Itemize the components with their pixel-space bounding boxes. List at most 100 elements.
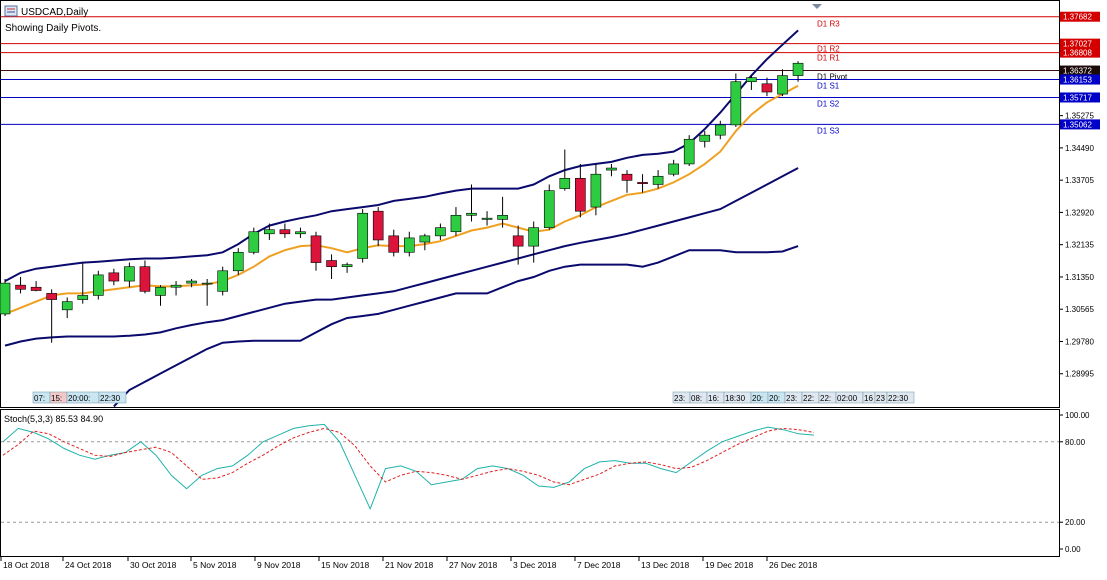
candle-down <box>621 173 633 181</box>
lower-band-line <box>4 167 799 347</box>
candle-up <box>652 175 664 185</box>
time-marker-text: 23: <box>786 394 797 403</box>
price-tick-label: 1.28995 <box>1065 370 1094 379</box>
time-tick-label: 13 Dec 2018 <box>641 560 689 570</box>
time-marker-text: 16 <box>864 394 873 403</box>
candle-down <box>372 210 384 241</box>
candle-up <box>264 229 275 235</box>
time-marker-text: 22:30 <box>100 394 121 403</box>
time-tick-label: 18 Oct 2018 <box>3 560 50 570</box>
candle-up <box>746 77 757 83</box>
price-tag <box>1060 47 1100 58</box>
time-marker-text: 22: <box>820 394 831 403</box>
price-tag-text: 1.35717 <box>1063 93 1092 102</box>
candle-up <box>341 264 353 267</box>
candle-up <box>124 266 135 282</box>
moving-average-line <box>4 84 799 315</box>
candle-down <box>30 286 42 291</box>
candle-up <box>528 227 540 247</box>
stoch-tick-label: 100.00 <box>1065 411 1090 420</box>
time-marker-text: 20:00: <box>68 394 90 403</box>
candle-up <box>777 75 788 95</box>
candle-up <box>481 217 493 220</box>
price-tag-text: 1.36372 <box>1063 67 1092 76</box>
time-tick-label: 19 Dec 2018 <box>705 560 753 570</box>
stoch-signal-line <box>2 427 814 486</box>
price-tag <box>1060 38 1100 49</box>
stoch-tick-label: 80.00 <box>1065 438 1086 447</box>
stoch-main-line <box>2 423 814 511</box>
upper-band-line <box>4 29 799 282</box>
shift-marker-icon[interactable] <box>812 4 822 9</box>
time-axis: 18 Oct 2018 24 Oct 2018 30 Oct 2018 5 Nov 2… <box>0 557 817 570</box>
price-tick-label: 1.32135 <box>1065 241 1094 250</box>
candle-up <box>155 286 166 296</box>
candle-up <box>590 173 602 208</box>
price-tag <box>1060 65 1100 76</box>
candle-up <box>186 280 197 284</box>
time-marker-text: 02:00 <box>837 394 858 403</box>
pivot-label: D1 S3 <box>817 126 840 135</box>
candle-up <box>170 284 182 288</box>
pivot-label: D1 R2 <box>817 45 840 54</box>
price-tag <box>1060 74 1100 85</box>
candle-up <box>61 301 73 311</box>
price-tick-label: 1.29780 <box>1065 337 1094 346</box>
candle-down <box>46 293 57 300</box>
time-marker-text: 22: <box>803 394 814 403</box>
time-marker-text: 15: <box>51 394 62 403</box>
price-tick-label: 1.35275 <box>1065 112 1094 121</box>
price-tick-label: 1.33705 <box>1065 176 1094 185</box>
candle-down <box>139 266 151 292</box>
candle-up <box>419 235 431 243</box>
time-marker-text: 23: <box>674 394 685 403</box>
chart-window-icon <box>4 5 18 17</box>
price-tick-label: 1.30565 <box>1065 305 1094 314</box>
candle-up <box>93 274 104 296</box>
candle-up <box>295 231 306 235</box>
pivot-label: D1 S1 <box>817 82 840 91</box>
time-marker-box <box>98 391 127 404</box>
time-tick-label: 5 Nov 2018 <box>193 560 237 570</box>
pivot-label: D1 R1 <box>817 54 840 63</box>
time-marker-text: 18:30 <box>725 394 746 403</box>
price-tag-text: 1.37682 <box>1063 13 1092 22</box>
candle-down <box>512 235 524 247</box>
candle-up <box>201 282 213 285</box>
time-marker-text: 23 <box>876 394 885 403</box>
candle-up <box>403 237 415 253</box>
stoch-tick-label: 0.00 <box>1065 545 1081 554</box>
candle-up <box>450 215 462 233</box>
time-tick-label: 15 Nov 2018 <box>321 560 369 570</box>
candle-down <box>388 235 400 253</box>
candle-down <box>310 235 322 263</box>
pivot-label: D1 S2 <box>817 99 840 108</box>
candle-up <box>435 227 446 237</box>
time-tick-label: 24 Oct 2018 <box>65 560 112 570</box>
time-tick-label: 3 Dec 2018 <box>513 560 557 570</box>
price-tag <box>1060 119 1100 130</box>
time-tick-label: 9 Nov 2018 <box>257 560 301 570</box>
candle-up <box>232 251 244 272</box>
time-marker-text: 16: <box>708 394 719 403</box>
main-chart-frame <box>0 0 1060 408</box>
candle-up <box>559 178 571 189</box>
time-tick-label: 7 Dec 2018 <box>577 560 621 570</box>
candle-down <box>15 284 26 290</box>
stochastic-indicator: 100.00 80.00 20.00 0.00 <box>1 411 1090 554</box>
time-tick-label: 27 Nov 2018 <box>449 560 497 570</box>
band-lines <box>4 29 799 408</box>
stoch-tick-label: 20.00 <box>1065 518 1086 527</box>
candle-up <box>668 163 679 175</box>
time-marker-text: 22:30 <box>888 394 909 403</box>
price-tick-label: 1.32920 <box>1065 208 1094 217</box>
price-tag-text: 1.37027 <box>1063 40 1092 49</box>
time-markers: 07: 15: 20:00: 22:30 23: 08: 16: 18:30 20: 20: 23:… <box>32 391 915 404</box>
time-marker-box <box>886 391 915 404</box>
symbol-timeframe-label: USDCAD,Daily <box>21 7 88 18</box>
time-marker-text: 07: <box>34 394 45 403</box>
candles <box>0 61 804 343</box>
pivot-label: D1 Pivot <box>817 73 848 82</box>
